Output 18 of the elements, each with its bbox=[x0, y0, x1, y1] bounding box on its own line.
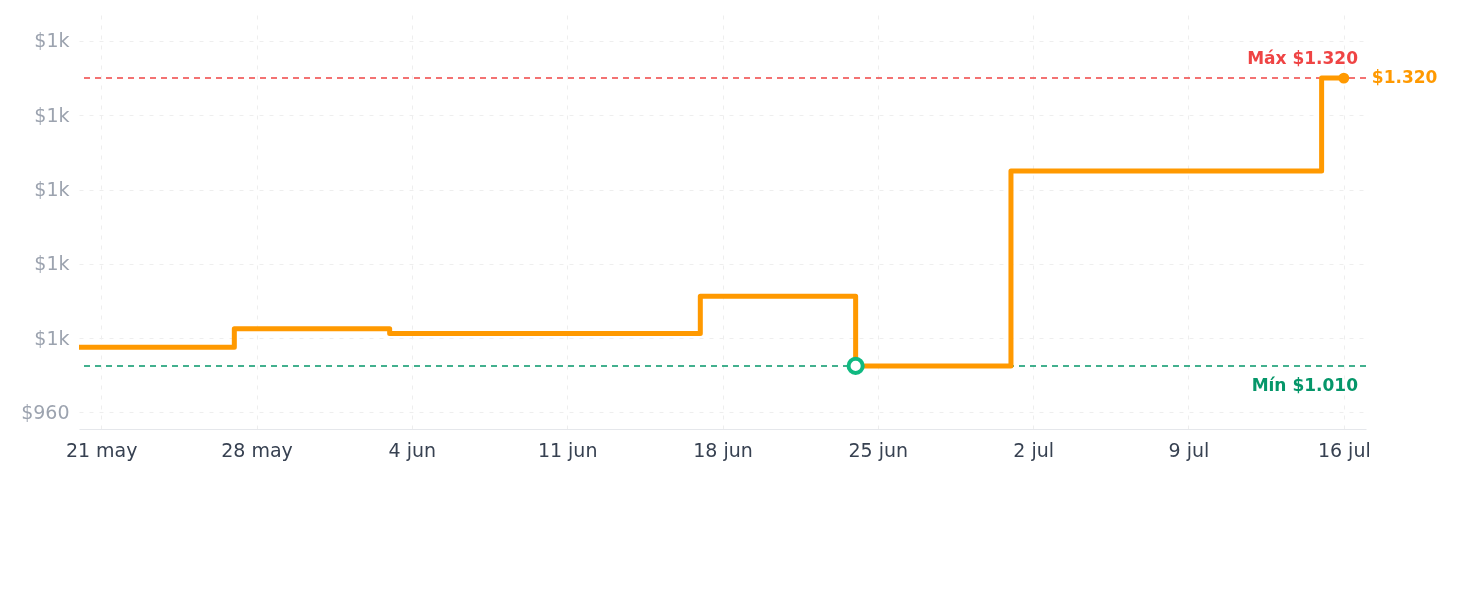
y-tick-label: $960 bbox=[21, 400, 70, 423]
x-tick-label: 18 jun bbox=[693, 438, 753, 461]
y-tick-label: $1k bbox=[34, 252, 70, 275]
x-tick-label: 16 jul bbox=[1317, 438, 1371, 461]
x-tick-label: 2 jul bbox=[1013, 438, 1055, 461]
x-tick-label: 21 may bbox=[65, 438, 138, 461]
x-tick-label: 9 jul bbox=[1168, 438, 1210, 461]
data-label: $1.320 bbox=[1371, 67, 1438, 88]
x-tick-label: 25 jun bbox=[848, 438, 909, 461]
y-tick-label: $1k bbox=[34, 178, 70, 201]
x-tick-label: 28 may bbox=[221, 438, 293, 461]
y-tick-label: $1k bbox=[34, 103, 70, 126]
y-tick-label: $1k bbox=[34, 326, 70, 349]
ref-line-label: Máx $1.320 bbox=[1247, 48, 1359, 69]
x-tick-label: 11 jun bbox=[537, 438, 598, 461]
x-tick-label: 4 jun bbox=[388, 438, 437, 461]
ref-line-label: Mín $1.010 bbox=[1251, 374, 1359, 395]
y-tick-label: $1k bbox=[34, 29, 70, 52]
